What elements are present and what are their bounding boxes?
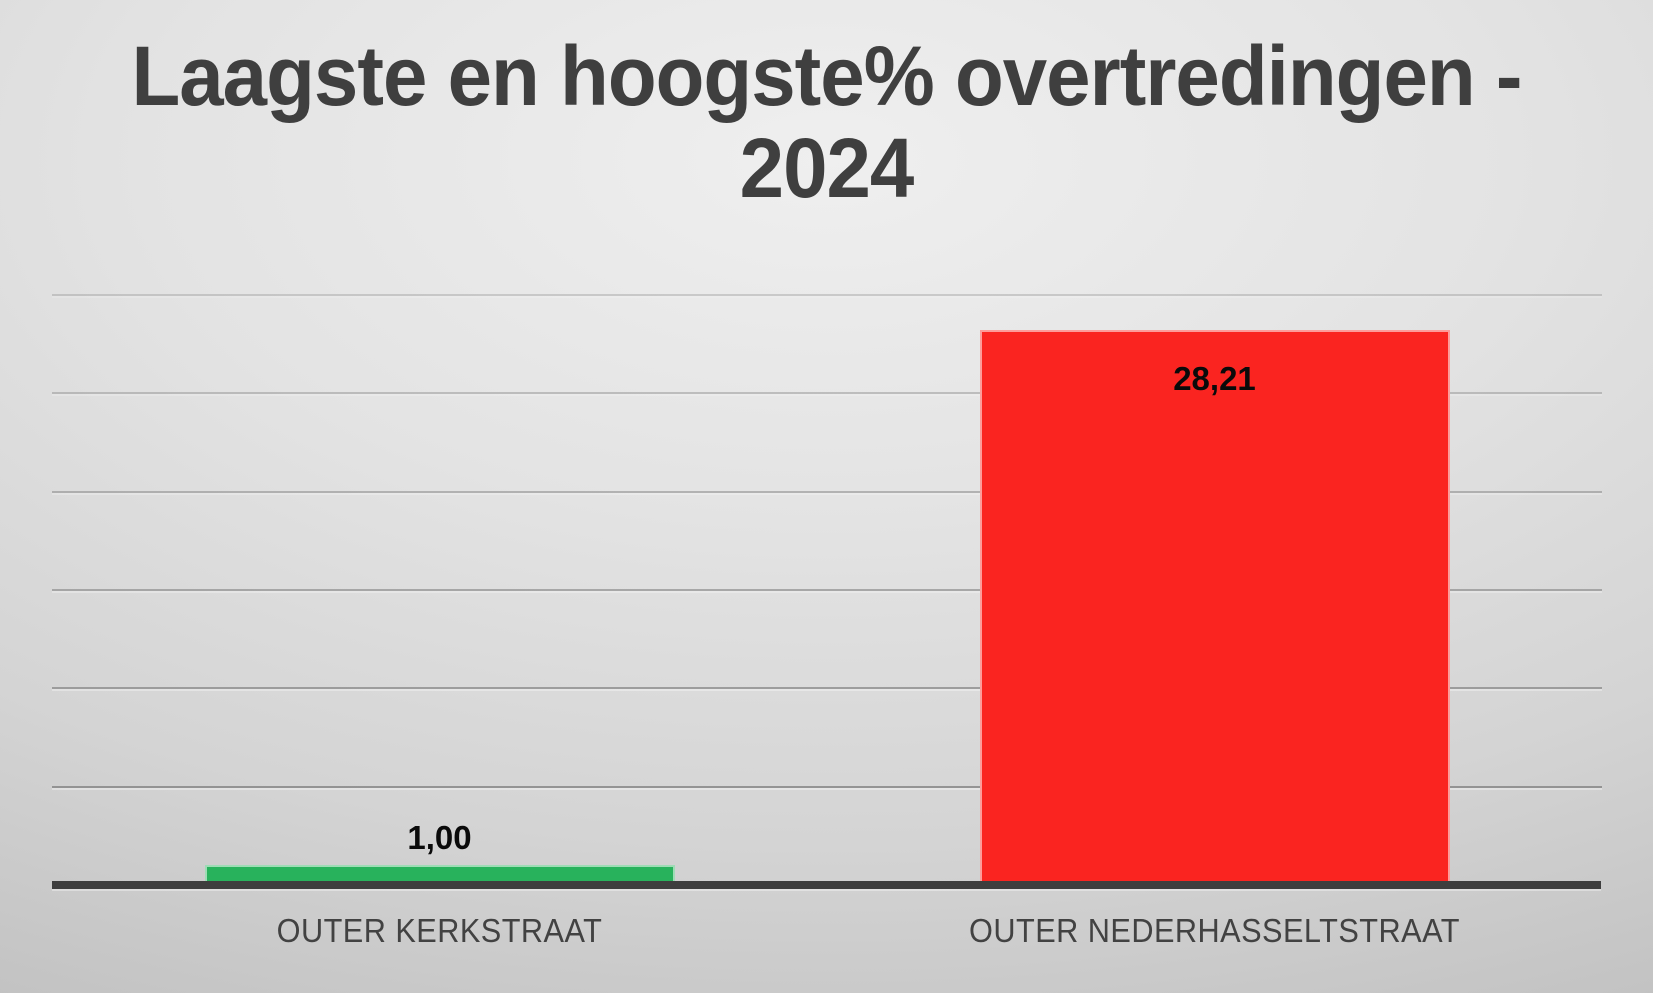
chart-title-line1: Laagste en hoogste% overtredingen - <box>131 29 1522 123</box>
gridline-20 <box>52 490 1602 493</box>
gridline-25 <box>52 392 1602 395</box>
plot-area: 1,00 28,21 <box>52 294 1602 885</box>
bar-slot-outer-kerkstraat: 1,00 <box>52 295 827 885</box>
value-label-outer-kerkstraat: 1,00 <box>407 819 472 857</box>
gridline-10 <box>52 687 1602 690</box>
category-axis-labels: OUTER KERKSTRAAT OUTER NEDERHASSELTSTRAA… <box>52 912 1602 950</box>
chart-title-line2: 2024 <box>739 121 915 216</box>
bar-slot-outer-nederhasseltstraat: 28,21 <box>827 295 1602 885</box>
gridline-15 <box>52 589 1602 591</box>
category-label-outer-kerkstraat: OUTER KERKSTRAAT <box>276 912 603 949</box>
bar-outer-nederhasseltstraat: 28,21 <box>979 330 1450 885</box>
value-label-outer-nederhasseltstraat: 28,21 <box>1173 360 1256 398</box>
gridline-5 <box>52 785 1602 788</box>
bar-outer-kerkstraat: 1,00 <box>204 819 675 885</box>
category-label-outer-nederhasseltstraat: OUTER NEDERHASSELTSTRAAT <box>969 912 1460 949</box>
gridline-30 <box>52 294 1602 296</box>
x-axis-line <box>52 881 1601 889</box>
chart-title: Laagste en hoogste% overtredingen - 2024 <box>41 30 1611 215</box>
